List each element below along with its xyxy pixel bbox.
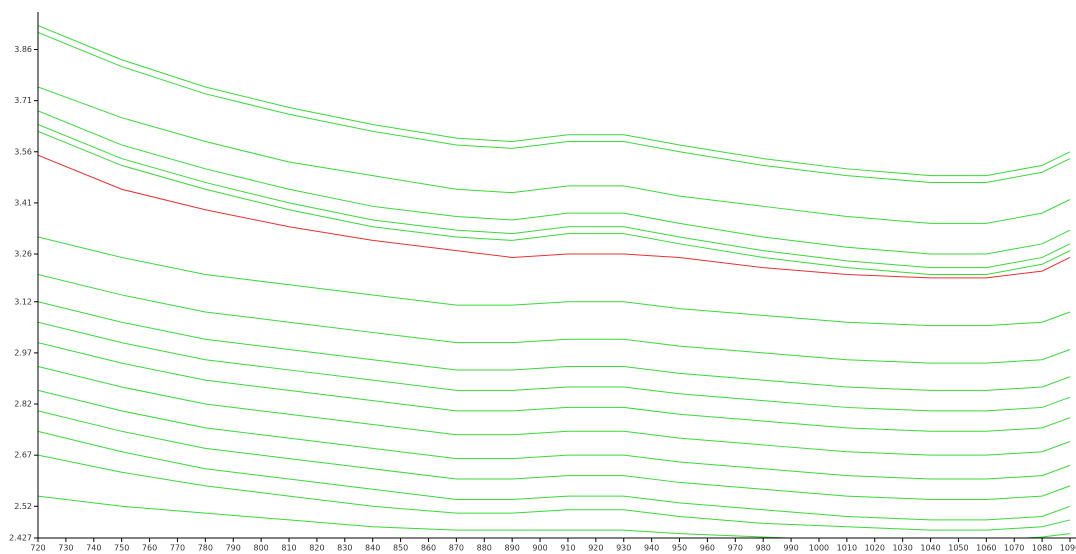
x-tick-label: 740 bbox=[86, 544, 101, 553]
series-line bbox=[38, 154, 1071, 279]
series-line bbox=[38, 274, 1071, 364]
x-tick-label: 800 bbox=[253, 544, 268, 553]
y-tick-label: 2.67 bbox=[14, 451, 32, 460]
x-tick-label: 1080 bbox=[1032, 544, 1052, 553]
x-tick-label: 770 bbox=[170, 544, 185, 553]
x-tick-label: 1020 bbox=[865, 544, 885, 553]
x-tick-label: 1010 bbox=[837, 544, 857, 553]
plot-area bbox=[38, 25, 1071, 538]
x-tick-label: 860 bbox=[421, 544, 436, 553]
x-tick-label: 940 bbox=[644, 544, 659, 553]
x-tick-label: 920 bbox=[588, 544, 603, 553]
x-tick-label: 760 bbox=[142, 544, 157, 553]
x-tick-label: 810 bbox=[281, 544, 296, 553]
y-tick-label: 3.26 bbox=[14, 250, 32, 259]
x-tick-label: 1070 bbox=[1004, 544, 1024, 553]
series-line bbox=[38, 454, 1071, 531]
series-line bbox=[38, 321, 1071, 412]
x-tick-label: 880 bbox=[477, 544, 492, 553]
x-tick-label: 950 bbox=[672, 544, 687, 553]
x-tick-label: 970 bbox=[728, 544, 743, 553]
x-tick-label: 910 bbox=[560, 544, 575, 553]
x-tick-label: 720 bbox=[30, 544, 45, 553]
series-line bbox=[38, 495, 1071, 538]
series-line bbox=[38, 25, 1071, 177]
x-tick-label: 900 bbox=[532, 544, 547, 553]
series-line bbox=[38, 430, 1071, 521]
x-tick-label: 870 bbox=[449, 544, 464, 553]
x-tick-label: 1090 bbox=[1060, 544, 1076, 553]
x-tick-label: 780 bbox=[198, 544, 213, 553]
x-tick-label: 850 bbox=[393, 544, 408, 553]
y-tick-label: 3.12 bbox=[14, 297, 32, 306]
x-tick-label: 840 bbox=[365, 544, 380, 553]
y-tick-label: 2.82 bbox=[14, 400, 32, 409]
y-tick-label: 2.427 bbox=[9, 534, 32, 543]
x-tick-label: 750 bbox=[114, 544, 129, 553]
y-tick-label: 3.86 bbox=[14, 45, 32, 54]
series-line bbox=[38, 366, 1071, 456]
x-tick-label: 730 bbox=[58, 544, 73, 553]
series-line bbox=[38, 31, 1071, 183]
x-tick-label: 820 bbox=[309, 544, 324, 553]
series-line bbox=[38, 301, 1071, 391]
x-tick-label: 980 bbox=[756, 544, 771, 553]
y-tick-label: 2.52 bbox=[14, 502, 32, 511]
x-tick-label: 930 bbox=[616, 544, 631, 553]
x-tick-label: 830 bbox=[337, 544, 352, 553]
x-tick-label: 790 bbox=[226, 544, 241, 553]
x-tick-label: 1060 bbox=[976, 544, 996, 553]
y-tick-label: 3.41 bbox=[14, 198, 32, 207]
series-line bbox=[38, 124, 1071, 269]
y-tick-label: 3.71 bbox=[14, 96, 32, 105]
x-tick-label: 1030 bbox=[892, 544, 912, 553]
y-tick-label: 3.56 bbox=[14, 147, 32, 156]
x-tick-label: 1000 bbox=[809, 544, 829, 553]
series-line bbox=[38, 389, 1071, 480]
series-line bbox=[38, 410, 1071, 500]
x-tick-label: 1040 bbox=[920, 544, 940, 553]
x-tick-label: 960 bbox=[700, 544, 715, 553]
series-line bbox=[38, 130, 1071, 275]
series-line bbox=[38, 236, 1071, 327]
series-line bbox=[38, 86, 1071, 224]
x-tick-label: 990 bbox=[783, 544, 798, 553]
x-tick-label: 890 bbox=[505, 544, 520, 553]
y-tick-label: 2.97 bbox=[14, 348, 32, 357]
series-line bbox=[38, 110, 1071, 255]
x-tick-label: 1050 bbox=[948, 544, 968, 553]
series-line bbox=[38, 342, 1071, 432]
